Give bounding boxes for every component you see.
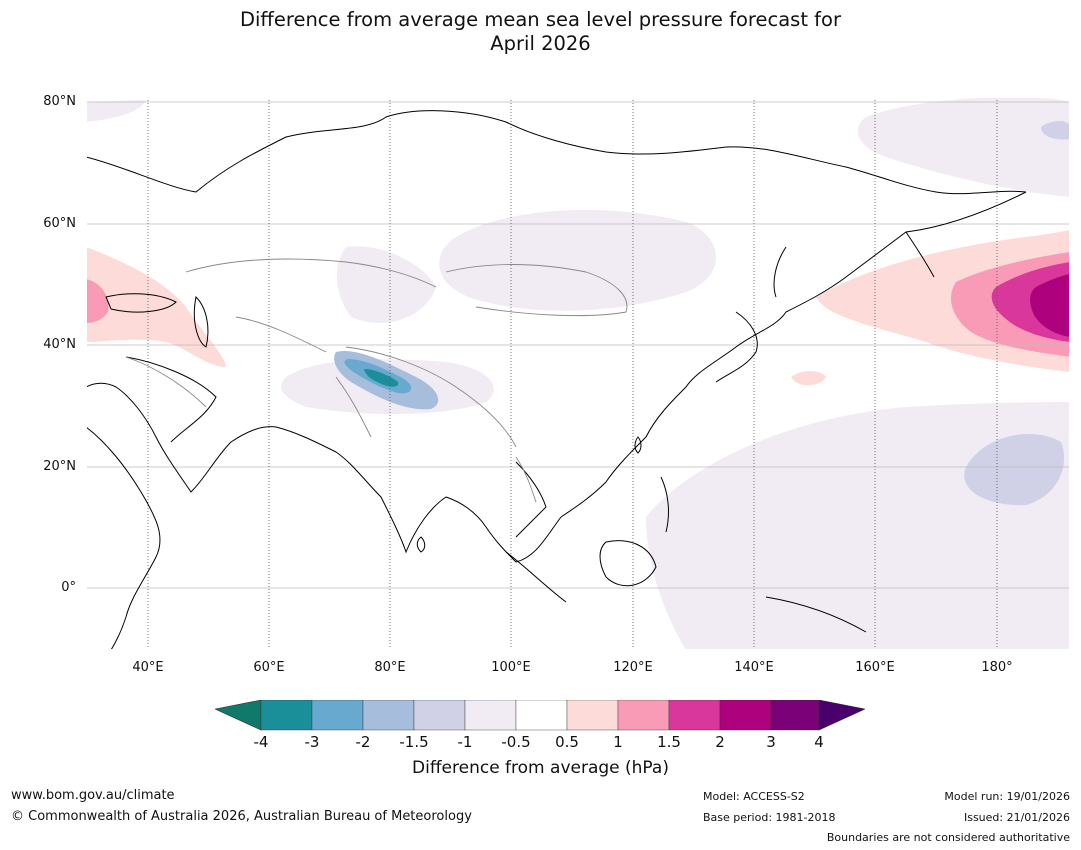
map-meridians — [147, 97, 998, 650]
lat-label-80: 80°N — [43, 94, 76, 109]
anomaly-area-central-asia — [336, 246, 436, 323]
colorbar-tick-8: 1 — [613, 733, 623, 751]
coastlines — [86, 110, 1027, 650]
coastline-sumatra — [505, 551, 567, 603]
anomaly-area-arctic-west — [86, 100, 146, 122]
map-title: Difference from average mean sea level p… — [0, 8, 1081, 56]
coastline-caspian — [193, 295, 209, 348]
colorbar — [215, 700, 865, 731]
footer-issued: Issued: 21/01/2026 — [963, 811, 1070, 824]
colorbar-tick-4: -1.5 — [399, 733, 429, 751]
coastline-new-guinea — [765, 596, 867, 633]
coastline-arctic — [86, 110, 1027, 195]
colorbar-swatch-11 — [770, 700, 820, 731]
coastline-borneo — [599, 540, 657, 587]
coastline-japan — [715, 311, 758, 383]
colorbar-swatch-7 — [566, 700, 619, 731]
lon-label-180: 180° — [981, 660, 1013, 675]
colorbar-tick-3: -2 — [355, 733, 371, 751]
colorbar-tick-7: 0.5 — [555, 733, 579, 751]
border-southeast-asia — [515, 456, 537, 503]
anomaly-area-arctic-east — [857, 97, 1070, 197]
map-frame — [86, 97, 1070, 650]
border-middle-east — [125, 356, 207, 408]
coastline-africa — [86, 426, 161, 650]
anomaly-area-europe-pos — [86, 247, 226, 367]
pressure-anomaly-map — [86, 97, 1070, 650]
colorbar-swatch-2 — [311, 700, 364, 731]
lon-label-40: 40°E — [132, 660, 164, 675]
colorbar-swatch-9 — [668, 700, 721, 731]
colorbar-swatch-1 — [260, 700, 313, 731]
coastline-taiwan — [634, 436, 642, 454]
footer-model-run: Model run: 19/01/2026 — [944, 790, 1070, 803]
colorbar-swatch-4 — [413, 700, 466, 731]
country-borders — [125, 258, 628, 503]
anomaly-area-japan-pos — [791, 371, 826, 386]
colorbar-tick-5: -1 — [457, 733, 473, 751]
footer-copyright: © Commonwealth of Australia 2026, Austra… — [11, 809, 472, 824]
lat-label-0: 0° — [61, 580, 76, 595]
anomaly-area-siberia — [439, 210, 716, 311]
map-gridlines — [86, 101, 1070, 589]
lon-label-160: 160°E — [855, 660, 895, 675]
title-line-2: April 2026 — [490, 32, 591, 55]
lat-label-20: 20°N — [43, 459, 76, 474]
colorbar-tick-2: -3 — [304, 733, 320, 751]
coastline-indochina — [515, 461, 547, 538]
coastline-philippines — [660, 476, 669, 533]
title-line-1: Difference from average mean sea level p… — [240, 8, 841, 31]
colorbar-tick-6: -0.5 — [501, 733, 531, 751]
colorbar-tick-11: 3 — [766, 733, 776, 751]
border-mongolia — [445, 264, 628, 317]
coastline-sri-lanka — [416, 536, 426, 553]
lon-label-100: 100°E — [491, 660, 531, 675]
colorbar-tick-12: 4 — [814, 733, 824, 751]
border-india — [335, 376, 372, 438]
footer-disclaimer: Boundaries are not considered authoritat… — [826, 831, 1070, 844]
colorbar-tick-10: 2 — [715, 733, 725, 751]
anomaly-area-europe-pos-2 — [86, 279, 109, 323]
lat-label-60: 60°N — [43, 216, 76, 231]
colorbar-label: Difference from average (hPa) — [412, 758, 669, 778]
coastline-black-sea — [105, 293, 177, 313]
colorbar-arrow-low — [215, 700, 262, 731]
colorbar-tick-1: -4 — [253, 733, 269, 751]
colorbar-swatch-8 — [617, 700, 670, 731]
border-china-south — [345, 346, 517, 448]
colorbar-arrow-high — [818, 700, 865, 731]
lon-label-140: 140°E — [734, 660, 774, 675]
colorbar-swatch-3 — [362, 700, 415, 731]
footer-model: Model: ACCESS-S2 — [703, 790, 805, 803]
footer-website: www.bom.gov.au/climate — [11, 788, 175, 803]
anomaly-area-arctic-blue — [1041, 121, 1070, 140]
anomaly-area-pacific-blue — [964, 434, 1065, 506]
lon-label-60: 60°E — [253, 660, 285, 675]
coastline-sea-of-okhotsk — [773, 246, 787, 298]
coastline-kamchatka — [905, 231, 935, 278]
colorbar-swatch-10 — [719, 700, 772, 731]
lon-label-120: 120°E — [613, 660, 653, 675]
border-central-asia — [235, 316, 327, 353]
lat-label-40: 40°N — [43, 337, 76, 352]
coastline-south-asia — [86, 382, 562, 563]
colorbar-tick-9: 1.5 — [657, 733, 681, 751]
coastline-arabian — [125, 356, 217, 443]
anomaly-area-npacific-pos-4 — [1030, 274, 1070, 337]
footer-base-period: Base period: 1981-2018 — [703, 811, 836, 824]
lon-label-80: 80°E — [374, 660, 406, 675]
border-russia-kazakhstan — [185, 258, 437, 288]
colorbar-swatch-5 — [464, 700, 517, 731]
colorbar-swatch-6 — [515, 700, 568, 731]
